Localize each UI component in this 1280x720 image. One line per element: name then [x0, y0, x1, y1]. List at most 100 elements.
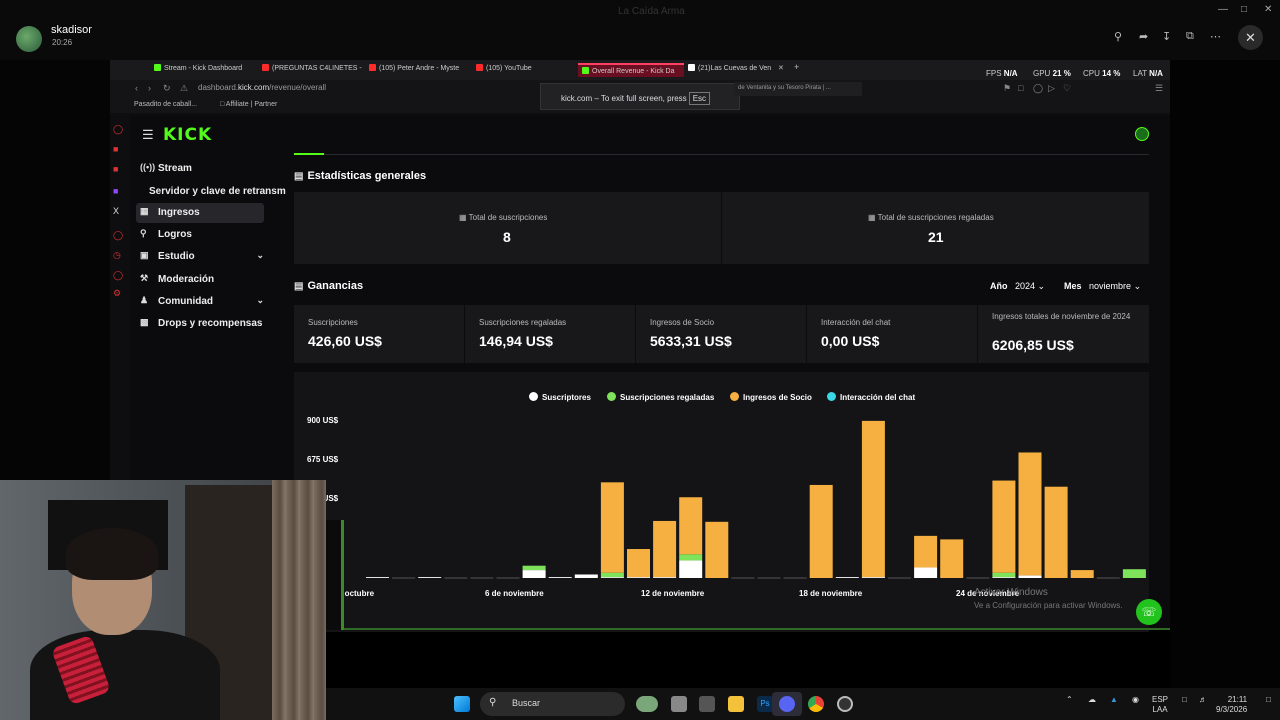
file-explorer-icon[interactable]	[728, 696, 744, 712]
legend-socio[interactable]: Ingresos de Socio	[730, 392, 812, 402]
close-viewer-button[interactable]: ✕	[1238, 25, 1263, 50]
bar-segment[interactable]	[835, 577, 859, 578]
language-indicator[interactable]: ESP LAA	[1152, 695, 1168, 715]
bar-segment[interactable]	[1070, 570, 1094, 578]
bar-segment[interactable]	[809, 484, 833, 578]
bar-segment[interactable]	[705, 521, 729, 578]
bar-segment[interactable]	[861, 577, 885, 578]
legend-regaladas[interactable]: Suscripciones regaladas	[607, 392, 714, 402]
chrome-icon[interactable]	[808, 696, 824, 712]
bar-segment[interactable]	[940, 539, 964, 578]
task-view-icon[interactable]	[671, 696, 687, 712]
tab-close-icon[interactable]: ✕	[778, 65, 784, 72]
support-chat-button[interactable]: ☏	[1136, 599, 1162, 625]
zoom-icon[interactable]: ⚲	[1114, 31, 1123, 43]
sidebar-item-estudio[interactable]: ▣ Estudio ⌄	[136, 247, 264, 267]
more-icon[interactable]: ⋯	[1210, 31, 1221, 43]
reload-icon[interactable]: ↻	[163, 83, 171, 93]
sidebar-item-drops[interactable]: ▩ Drops y recompensas	[136, 314, 264, 334]
sidebar-app-icon[interactable]: ◯	[113, 124, 124, 134]
maximize-icon[interactable]: □	[1241, 4, 1248, 15]
kick-logo[interactable]: KICK	[163, 125, 213, 145]
sidebar-app-icon[interactable]: ■	[113, 144, 119, 154]
window-close-icon[interactable]: ✕	[1264, 4, 1273, 15]
forward-icon[interactable]: ›	[148, 83, 151, 93]
bar-segment[interactable]	[653, 520, 677, 578]
legend-chat[interactable]: Interacción del chat	[827, 392, 915, 402]
settings-icon[interactable]: ⚙	[113, 288, 122, 298]
extension-icon[interactable]: □	[1018, 83, 1024, 93]
new-tab-icon[interactable]: +	[794, 62, 800, 72]
user-avatar[interactable]	[16, 26, 42, 52]
bar-segment[interactable]	[548, 577, 572, 578]
bar-segment[interactable]	[522, 570, 546, 578]
twitch-icon[interactable]: ■	[113, 186, 119, 196]
bar-segment[interactable]	[366, 577, 389, 578]
bar-segment[interactable]	[992, 572, 1016, 578]
bar-segment[interactable]	[600, 572, 624, 578]
sidebar-app-icon[interactable]: ◯	[113, 230, 124, 240]
tab-preguntas[interactable]: (PREGUNTAS C4LINETES -	[262, 64, 367, 78]
sidebar-app-icon[interactable]: ◯	[113, 270, 124, 280]
tray-app-icon[interactable]: ☁	[1088, 695, 1096, 704]
bar-segment[interactable]	[1122, 569, 1146, 578]
bar-segment[interactable]	[600, 482, 624, 573]
heart-icon[interactable]: ♡	[1063, 83, 1072, 93]
tray-app-icon[interactable]: ◉	[1132, 695, 1139, 704]
obs-icon[interactable]	[837, 696, 853, 712]
clock-icon[interactable]: ◷	[113, 250, 121, 260]
tab-peter-andre[interactable]: (105) Peter Andre - Myste	[369, 64, 473, 78]
month-selector[interactable]: Mes noviembre ⌄	[1064, 281, 1142, 291]
bar-segment[interactable]	[679, 554, 703, 561]
x-icon[interactable]: X	[113, 206, 120, 216]
volume-icon[interactable]: ♬	[1199, 695, 1207, 704]
bar-segment[interactable]	[522, 565, 546, 571]
url-bar[interactable]: dashboard.kick.com/revenue/overall	[198, 83, 326, 92]
open-external-icon[interactable]: ⧉	[1186, 30, 1194, 42]
tab-youtube[interactable]: (105) YouTube	[476, 64, 576, 78]
menu-icon[interactable]: ☰	[1155, 83, 1164, 93]
tab-stream[interactable]: Stream - Kick Dashboard	[154, 64, 264, 78]
minimize-icon[interactable]: —	[1218, 4, 1228, 15]
bar-segment[interactable]	[1018, 575, 1042, 578]
bookmark-item[interactable]: □ Affiliate | Partner	[220, 101, 278, 108]
sidebar-item-moderacion[interactable]: ⚒ Moderación	[136, 270, 264, 290]
tab-cuevas[interactable]: (21)Las Cuevas de Ven	[688, 64, 788, 78]
bar-segment[interactable]	[914, 567, 938, 578]
taskbar-search[interactable]: ⚲ Buscar	[480, 692, 625, 716]
notifications-icon[interactable]: □	[1266, 695, 1271, 704]
clock[interactable]: 21:11 9/3/2026	[1216, 695, 1247, 715]
year-selector[interactable]: Año 2024 ⌄	[990, 281, 1046, 291]
bar-segment[interactable]	[1018, 452, 1042, 576]
sidebar-item-comunidad[interactable]: ♟ Comunidad ⌄	[136, 292, 264, 312]
bar-segment[interactable]	[1044, 486, 1068, 578]
bar-segment[interactable]	[418, 577, 442, 578]
discord-icon[interactable]	[779, 696, 795, 712]
hamburger-menu-icon[interactable]: ☰	[142, 127, 154, 142]
photoshop-icon[interactable]: Ps	[757, 696, 773, 712]
sidebar-item-stream-key[interactable]: Servidor y clave de retransm	[149, 186, 286, 197]
bar-segment[interactable]	[861, 420, 885, 578]
widget-icon[interactable]	[636, 696, 658, 712]
profile-avatar[interactable]	[1135, 127, 1149, 141]
extension-icon[interactable]: ◯	[1033, 83, 1044, 93]
play-icon[interactable]: ▷	[1048, 83, 1055, 93]
app-icon[interactable]	[699, 696, 715, 712]
chevron-up-icon[interactable]: ⌃	[1066, 695, 1073, 704]
bar-segment[interactable]	[653, 577, 677, 578]
bar-segment[interactable]	[627, 549, 650, 578]
tab-overall-revenue[interactable]: Overall Revenue - Kick Da	[578, 63, 684, 77]
sidebar-item-stream[interactable]: ((•)) Stream	[136, 159, 264, 179]
bar-segment[interactable]	[574, 574, 598, 578]
bar-segment[interactable]	[679, 560, 703, 578]
bar-segment[interactable]	[992, 480, 1016, 573]
sidebar-item-logros[interactable]: ⚲ Logros	[136, 225, 264, 245]
bookmark-item[interactable]: Pasadito de caball...	[134, 101, 198, 108]
sidebar-app-icon[interactable]: ■	[113, 164, 119, 174]
bar-segment[interactable]	[600, 577, 624, 578]
bar-segment[interactable]	[679, 497, 703, 555]
extension-icon[interactable]: ⚑	[1003, 83, 1012, 93]
bar-segment[interactable]	[914, 535, 938, 568]
bar-segment[interactable]	[992, 577, 1016, 578]
share-icon[interactable]: ➦	[1139, 31, 1149, 43]
